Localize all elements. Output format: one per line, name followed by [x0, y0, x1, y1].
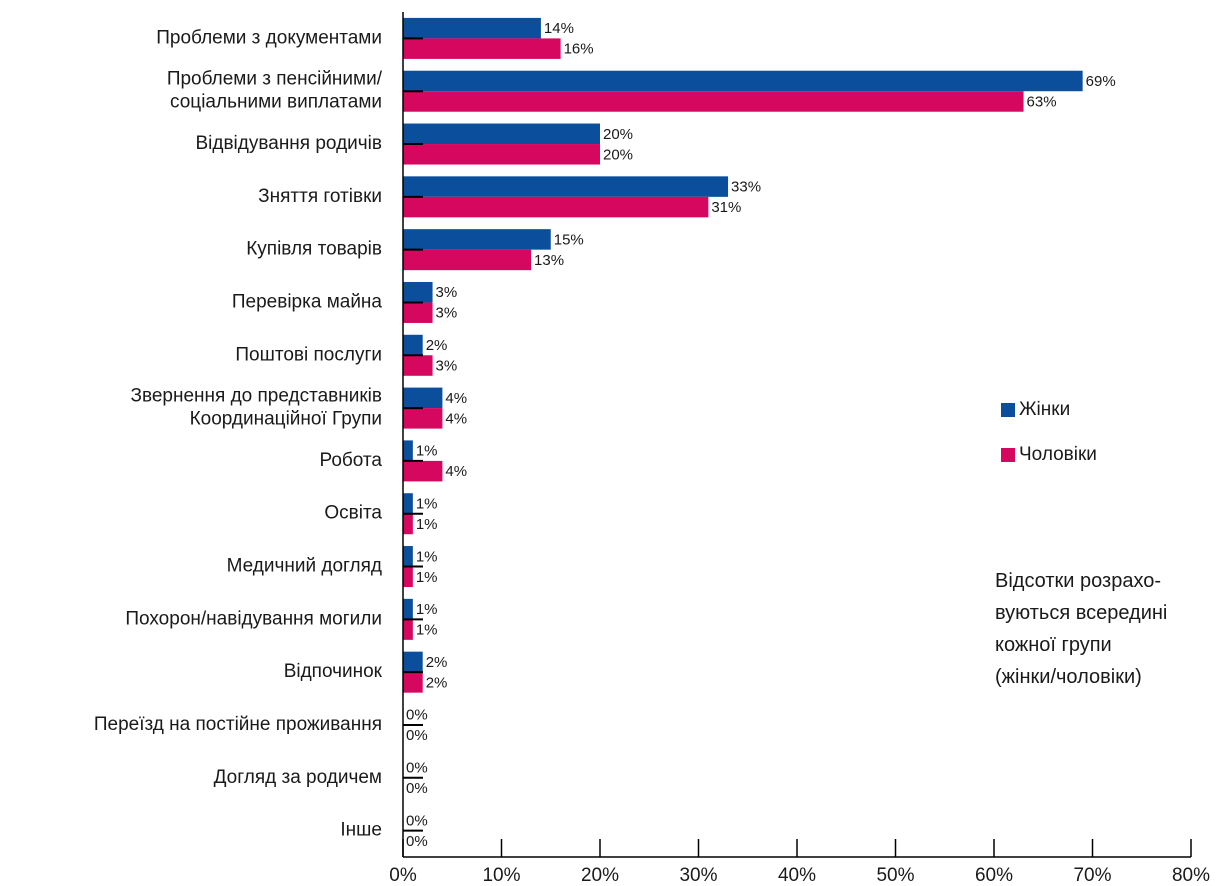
bar: [403, 546, 413, 567]
category-label: Проблеми з документами: [156, 27, 382, 48]
bar: [403, 619, 413, 640]
bar: [403, 651, 423, 673]
category-label: Купівля товарів: [246, 239, 382, 260]
value-label: 1%: [416, 516, 438, 533]
legend-swatch: [1001, 448, 1015, 462]
value-label: 3%: [436, 284, 458, 301]
value-label: 15%: [554, 231, 584, 248]
bar: [403, 672, 423, 693]
bar: [403, 302, 433, 323]
value-label: 1%: [416, 601, 438, 618]
value-label: 1%: [416, 495, 438, 512]
bar: [403, 598, 413, 620]
bar: [403, 70, 1083, 92]
x-tick-label: 80%: [1172, 865, 1210, 886]
x-tick-label: 20%: [581, 865, 619, 886]
bar: [403, 566, 413, 588]
x-tick-label: 30%: [679, 865, 717, 886]
value-label: 1%: [416, 622, 438, 639]
value-label: 2%: [426, 654, 448, 671]
category-label: Зняття готівки: [258, 186, 382, 207]
bar: [403, 334, 423, 356]
category-label: Догляд за родичем: [214, 767, 382, 788]
category-label: Похорон/навідування могили: [125, 608, 382, 629]
x-tick-label: 10%: [482, 865, 520, 886]
bar: [403, 440, 413, 461]
bar: [403, 176, 729, 197]
bar: [403, 123, 600, 145]
x-tick-label: 60%: [975, 865, 1013, 886]
value-label: 69%: [1086, 73, 1116, 90]
value-label: 4%: [445, 390, 467, 407]
value-label: 1%: [416, 548, 438, 565]
category-label: Проблеми з пенсійними/соціальними виплат…: [167, 69, 383, 113]
value-label: 2%: [426, 337, 448, 354]
value-label: 3%: [436, 305, 458, 322]
category-label: Відвідування родичів: [195, 133, 382, 154]
value-label: 16%: [564, 41, 594, 58]
value-label: 14%: [544, 20, 574, 37]
bar: [403, 17, 541, 39]
bar: [403, 460, 443, 482]
value-label: 3%: [436, 358, 458, 375]
bar: [403, 196, 709, 218]
category-label: Поштові послуги: [235, 344, 382, 365]
bar: [403, 493, 413, 514]
bar: [403, 249, 532, 271]
x-tick-label: 40%: [778, 865, 816, 886]
category-label: Медичний догляд: [227, 556, 382, 577]
category-label: Звернення до представників Координаційної…: [130, 386, 382, 430]
annotation: Відсотки розрахо-вуються всередині кожної…: [995, 570, 1167, 688]
x-tick-label: 70%: [1073, 865, 1111, 886]
value-label: 1%: [416, 443, 438, 460]
value-label: 20%: [603, 126, 633, 143]
value-label: 20%: [603, 146, 633, 163]
x-tick-label: 0%: [389, 865, 417, 886]
category-label: Перевірка майна: [232, 291, 383, 312]
bar: [403, 38, 561, 59]
category-label: Переїзд на постійне проживання: [94, 714, 382, 735]
value-label: 0%: [406, 812, 428, 829]
category-label: Освіта: [324, 503, 382, 524]
x-tick-label: 50%: [876, 865, 914, 886]
bar: [403, 513, 413, 535]
value-label: 2%: [426, 674, 448, 691]
value-label: 0%: [406, 780, 428, 797]
value-label: 4%: [445, 410, 467, 427]
value-label: 1%: [416, 569, 438, 586]
value-label: 0%: [406, 760, 428, 777]
bar: [403, 281, 433, 303]
legend-swatch: [1001, 403, 1015, 417]
value-label: 63%: [1027, 93, 1057, 110]
value-label: 0%: [406, 833, 428, 850]
bar: [403, 355, 433, 376]
legend-label: Чоловіки: [1019, 444, 1097, 465]
value-label: 4%: [445, 463, 467, 480]
legend-label: Жінки: [1019, 399, 1070, 420]
category-label: Інше: [340, 820, 382, 841]
value-label: 13%: [534, 252, 564, 269]
bar: [403, 91, 1024, 112]
value-label: 31%: [711, 199, 741, 216]
value-label: 33%: [731, 179, 761, 196]
bar: [403, 387, 443, 409]
value-label: 0%: [406, 707, 428, 724]
value-label: 0%: [406, 727, 428, 744]
bar: [403, 229, 551, 250]
category-label: Відпочинок: [284, 661, 383, 682]
category-label: Робота: [320, 450, 383, 471]
bar: [403, 408, 443, 429]
bar: [403, 144, 600, 165]
